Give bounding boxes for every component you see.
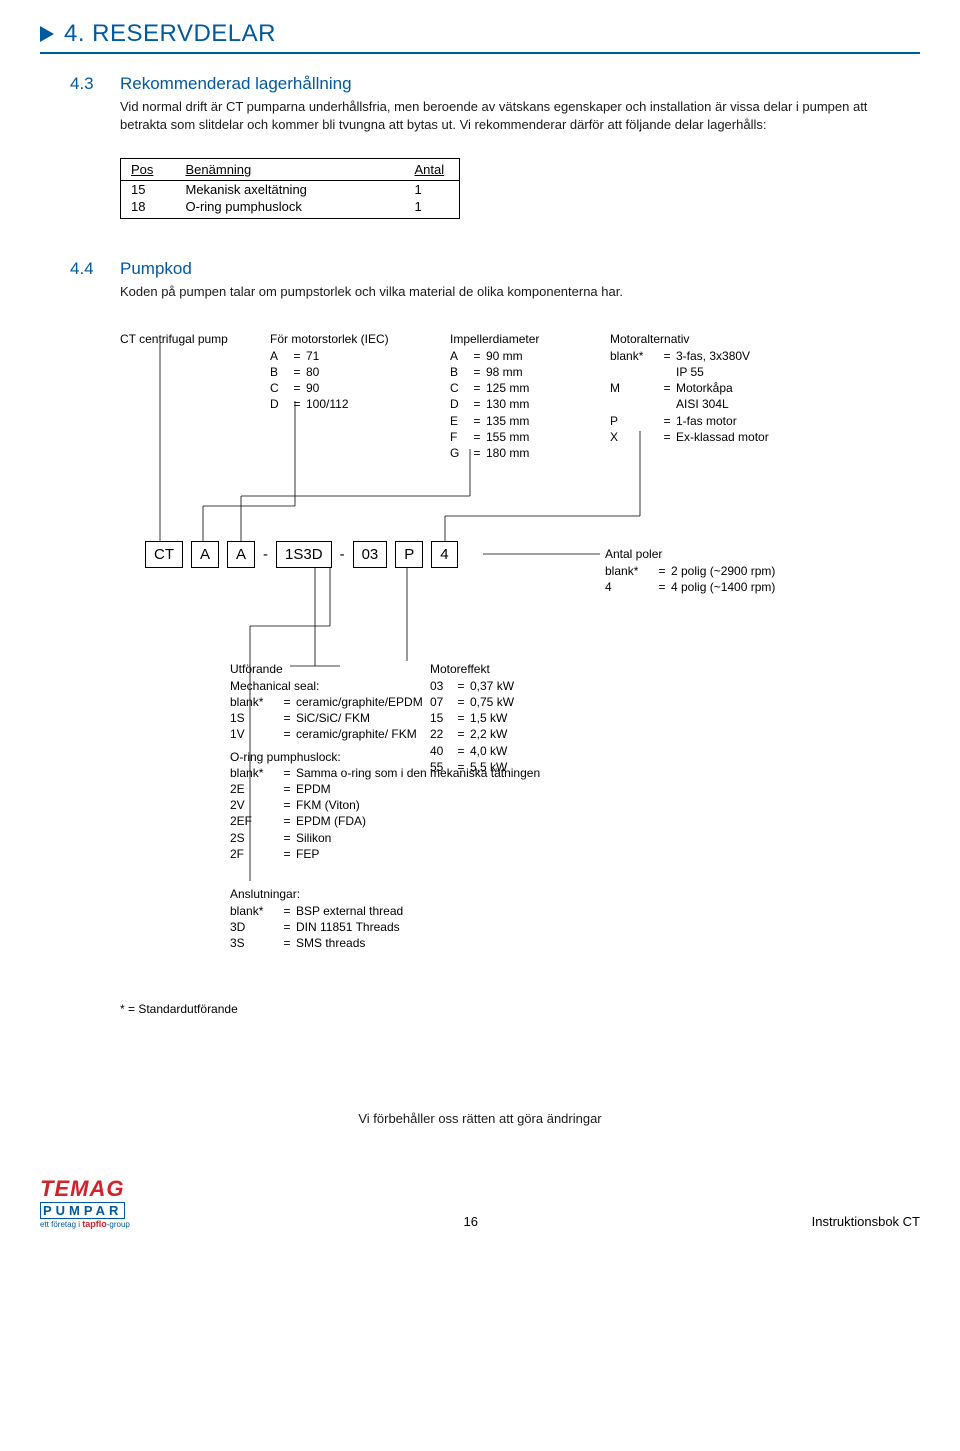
spare-parts-table: Pos Benämning Antal 15 Mekanisk axeltätn… bbox=[120, 158, 460, 219]
th-name: Benämning bbox=[176, 159, 405, 181]
pumpkod-diagram: CT centrifugal pump För motorstorlek (IE… bbox=[120, 331, 920, 1051]
page-number: 16 bbox=[464, 1214, 478, 1229]
sub-num: 4.4 bbox=[70, 259, 120, 301]
triangle-icon bbox=[40, 26, 54, 42]
logo-sub: ett företag i tapflo-group bbox=[40, 1219, 130, 1229]
block-ct: CT centrifugal pump bbox=[120, 331, 228, 347]
code-a1: A bbox=[191, 541, 219, 568]
block-motor-alt: Motoralternativ blank*=3-fas, 3x380V IP … bbox=[610, 331, 769, 445]
table-row: 15 Mekanisk axeltätning 1 bbox=[121, 181, 460, 199]
subsection-44: 4.4 Pumpkod Koden på pumpen talar om pum… bbox=[70, 259, 920, 301]
block-motor-size: För motorstorlek (IEC) A=71 B=80 C=90 D=… bbox=[270, 331, 389, 413]
table-row: 18 O-ring pumphuslock 1 bbox=[121, 198, 460, 219]
sub-title: Pumpkod bbox=[120, 259, 920, 279]
block-anslutningar: Anslutningar: blank*=BSP external thread… bbox=[230, 886, 403, 952]
standard-note: * = Standardutförande bbox=[120, 1001, 238, 1017]
paragraph: Koden på pumpen talar om pumpstorlek och… bbox=[120, 283, 900, 301]
code-boxes: CT A A - 1S3D - 03 P 4 bbox=[145, 541, 458, 568]
section-header: 4. RESERVDELAR bbox=[40, 20, 920, 48]
dash: - bbox=[340, 546, 345, 563]
page-footer: TEMAG PUMPAR ett företag i tapflo-group … bbox=[40, 1176, 920, 1229]
dash: - bbox=[263, 546, 268, 563]
block-impeller: Impellerdiameter A=90 mm B=98 mm C=125 m… bbox=[450, 331, 539, 462]
code-a2: A bbox=[227, 541, 255, 568]
section-title: 4. RESERVDELAR bbox=[64, 20, 276, 48]
sub-title: Rekommenderad lagerhållning bbox=[120, 74, 920, 94]
logo: TEMAG PUMPAR ett företag i tapflo-group bbox=[40, 1176, 130, 1229]
code-1s3d: 1S3D bbox=[276, 541, 332, 568]
th-qty: Antal bbox=[405, 159, 460, 181]
paragraph: Vid normal drift är CT pumparna underhål… bbox=[120, 98, 900, 133]
logo-pumpar: PUMPAR bbox=[40, 1202, 125, 1219]
block-poles: Antal poler blank*=2 polig (~2900 rpm) 4… bbox=[605, 546, 775, 596]
header-rule bbox=[40, 52, 920, 54]
doc-title: Instruktionsbok CT bbox=[812, 1214, 920, 1229]
subsection-43: 4.3 Rekommenderad lagerhållning Vid norm… bbox=[70, 74, 920, 133]
code-ct: CT bbox=[145, 541, 183, 568]
logo-temag: TEMAG bbox=[40, 1176, 130, 1202]
block-motoreffekt: Motoreffekt 03=0,37 kW 07=0,75 kW 15=1,5… bbox=[430, 661, 514, 775]
sub-num: 4.3 bbox=[70, 74, 120, 133]
disclaimer: Vi förbehåller oss rätten att göra ändri… bbox=[40, 1111, 920, 1126]
th-pos: Pos bbox=[121, 159, 176, 181]
code-03: 03 bbox=[353, 541, 388, 568]
code-p: P bbox=[395, 541, 423, 568]
code-4: 4 bbox=[431, 541, 457, 568]
